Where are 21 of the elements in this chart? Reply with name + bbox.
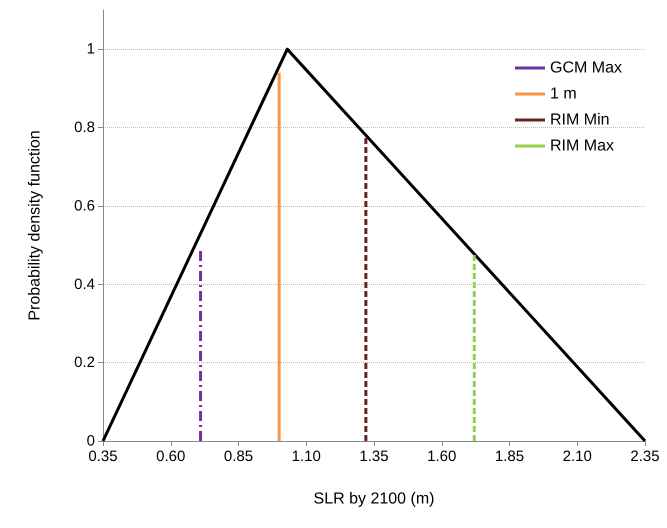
x-tick-label: 0.35 xyxy=(88,448,118,465)
x-tick-label: 2.10 xyxy=(562,448,592,465)
y-axis-title: Probability density function xyxy=(26,130,44,321)
legend-label: RIM Max xyxy=(550,138,614,154)
y-tick-label: 0 xyxy=(86,432,95,450)
x-tick-label: 0.60 xyxy=(156,448,186,465)
x-tick-label: 1.85 xyxy=(494,448,524,465)
legend-label: 1 m xyxy=(550,86,577,102)
y-tick-label: 0.6 xyxy=(74,197,95,214)
y-tick-label: 1 xyxy=(86,40,95,58)
x-tick-label: 1.35 xyxy=(359,448,389,465)
x-tick-label: 0.85 xyxy=(224,448,254,465)
x-tick-label: 1.10 xyxy=(292,448,321,465)
legend-label: GCM Max xyxy=(550,60,622,76)
x-axis-title: SLR by 2100 (m) xyxy=(314,490,434,508)
y-tick-label: 0.4 xyxy=(74,276,95,293)
legend-label: RIM Min xyxy=(550,112,610,128)
y-tick-label: 0.2 xyxy=(74,354,95,372)
x-tick-label: 1.60 xyxy=(427,448,456,465)
y-tick-label: 0.8 xyxy=(74,119,95,136)
x-tick-label: 2.35 xyxy=(630,448,660,465)
